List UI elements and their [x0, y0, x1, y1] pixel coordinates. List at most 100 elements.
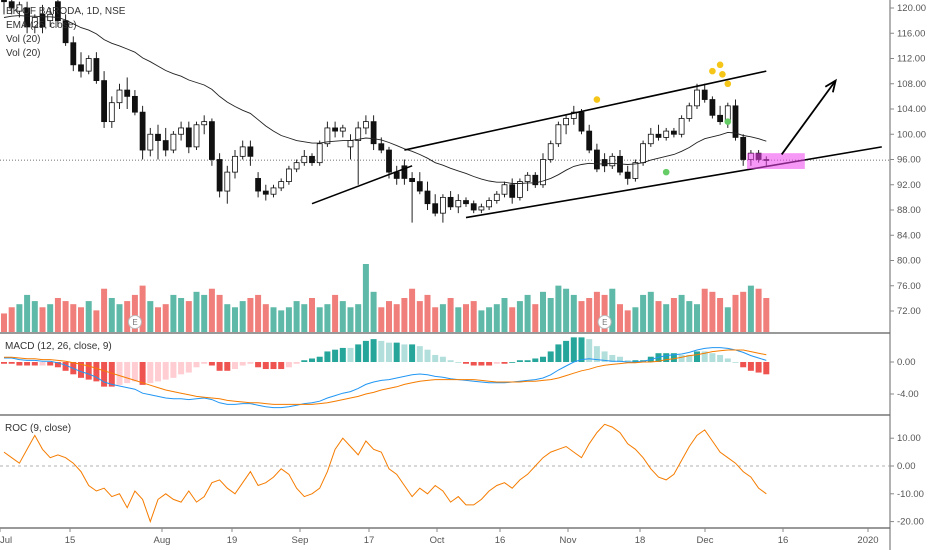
price-tick-label: 92.00: [897, 180, 921, 191]
x-tick-label: 17: [364, 535, 375, 546]
macd-histogram-bar: [617, 356, 623, 362]
candle-body: [447, 196, 454, 208]
macd-histogram-bar: [470, 362, 477, 366]
volume-bar: [424, 294, 431, 332]
volume-bar: [16, 304, 23, 332]
price-tick-label: 96.00: [897, 155, 921, 166]
candle-body: [486, 200, 493, 208]
volume-bar: [216, 294, 223, 332]
volume-bar: [532, 304, 539, 332]
legend-ema[interactable]: EMA (25, close): [6, 20, 77, 31]
volume-bar: [239, 301, 246, 332]
candle-body: [31, 17, 38, 28]
macd-histogram-bar: [124, 362, 131, 384]
macd-label[interactable]: MACD (12, 26, close, 9): [5, 341, 112, 352]
volume-bar: [139, 285, 146, 332]
candle-body: [478, 206, 485, 211]
macd-histogram-bar: [378, 340, 385, 362]
volume-bar: [586, 298, 593, 332]
macd-histogram-bar: [239, 362, 246, 366]
candle-body: [501, 184, 508, 195]
macd-histogram-bar: [740, 362, 747, 368]
volume-bar: [678, 294, 685, 332]
x-tick-label: 19: [227, 535, 238, 546]
volume-bar: [62, 301, 69, 332]
roc-label[interactable]: ROC (9, close): [5, 423, 72, 434]
volume-bar: [8, 307, 15, 332]
candle-body: [647, 133, 654, 145]
x-tick-label: Nov: [560, 535, 577, 546]
candle-body: [401, 165, 408, 179]
volume-bar: [617, 304, 623, 332]
macd-histogram-bar: [393, 342, 400, 362]
candle-body: [563, 118, 569, 126]
volume-bar: [316, 307, 323, 332]
volume-bar: [463, 304, 469, 332]
candle-body: [324, 127, 331, 145]
legend-symbol[interactable]: BK OF BARODA, 1D, NSE: [6, 6, 126, 17]
candle-body: [278, 181, 285, 189]
macd-histogram-bar: [216, 362, 223, 371]
macd-histogram-bar: [155, 362, 161, 382]
volume-bar: [201, 294, 208, 332]
macd-histogram-bar: [201, 362, 208, 364]
legend-vol-2[interactable]: Vol (20): [6, 48, 41, 59]
price-tick-label: 84.00: [897, 230, 921, 241]
macd-line: [4, 347, 767, 409]
macd-histogram-bar: [78, 362, 84, 378]
candle-body: [386, 149, 392, 173]
volume-bar: [455, 307, 462, 332]
candle-body: [655, 133, 662, 138]
macd-histogram-bar: [463, 362, 469, 364]
macd-histogram-bar: [85, 362, 92, 380]
macd-histogram-bar: [193, 362, 200, 368]
x-tick-label: Jul: [0, 535, 12, 546]
volume-bar: [378, 307, 385, 332]
macd-histogram-bar: [255, 362, 262, 368]
candle-body: [578, 111, 585, 132]
earnings-marker: [127, 315, 142, 329]
candle-body: [247, 146, 254, 157]
volume-bar: [486, 307, 493, 332]
macd-histogram-bar: [709, 353, 716, 362]
macd-histogram-bar: [31, 362, 38, 366]
volume-bar: [370, 291, 377, 332]
volume-bar: [655, 301, 662, 332]
macd-histogram-bar: [694, 351, 700, 362]
price-tick-label: 120.00: [897, 3, 926, 14]
volume-bar: [540, 291, 546, 332]
macd-histogram-bar: [516, 360, 523, 362]
earnings-marker-label: E: [132, 318, 137, 327]
signal-dot-yellow: [709, 67, 716, 75]
volume-bar: [470, 301, 477, 332]
candle-body: [570, 111, 577, 119]
candle-body: [62, 20, 69, 44]
macd-histogram-bar: [578, 337, 585, 362]
macd-histogram-bar: [139, 362, 146, 385]
macd-histogram-bar: [663, 353, 670, 362]
earnings-marker-label: E: [602, 318, 607, 327]
macd-histogram-bar: [455, 362, 462, 363]
candle-body: [362, 121, 369, 129]
volume-bar: [501, 298, 508, 332]
macd-histogram-bar: [309, 358, 315, 362]
x-tick-label: Dec: [697, 535, 714, 546]
macd-histogram-bar: [624, 360, 631, 362]
macd-histogram-bar: [316, 356, 323, 362]
candle-body: [470, 203, 477, 211]
roc-tick-label: 0.00: [897, 461, 916, 472]
candle-body: [740, 137, 747, 160]
volume-bar: [624, 310, 631, 332]
legend-vol-1[interactable]: Vol (20): [6, 34, 41, 45]
volume-bar: [563, 288, 570, 332]
volume-bar: [208, 288, 215, 332]
x-tick-label: Oct: [430, 535, 445, 546]
volume-bar: [24, 294, 31, 332]
volume-bar: [85, 301, 92, 332]
price-tick-label: 80.00: [897, 256, 921, 267]
macd-histogram-bar: [301, 360, 308, 362]
volume-bar: [509, 307, 516, 332]
volume-bar: [401, 298, 408, 332]
macd-histogram-bar: [701, 351, 708, 362]
